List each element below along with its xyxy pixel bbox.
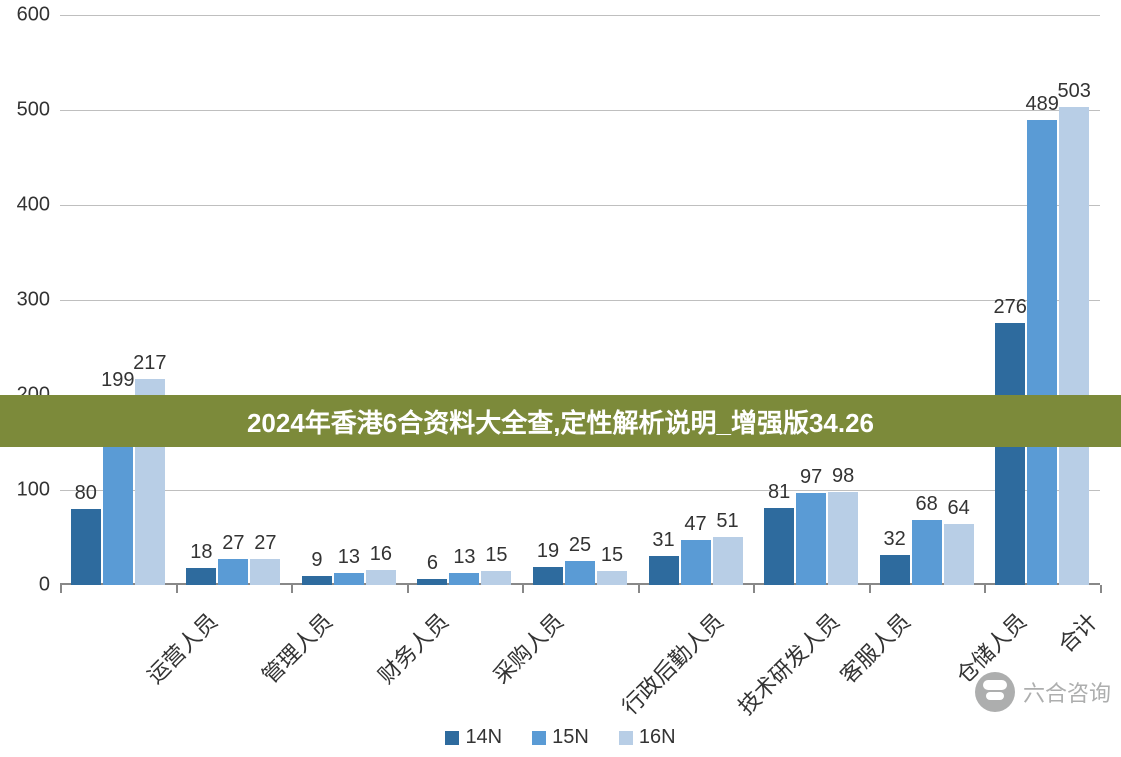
bar-value-label: 32 xyxy=(884,528,906,551)
bar xyxy=(796,493,826,585)
bar-value-label: 97 xyxy=(800,466,822,489)
y-tick-label: 0 xyxy=(39,574,50,597)
bar-value-label: 51 xyxy=(716,510,738,533)
legend-swatch xyxy=(532,731,546,745)
bar-value-label: 68 xyxy=(916,493,938,516)
bar xyxy=(1059,107,1089,585)
bar-value-label: 6 xyxy=(427,552,438,575)
bar-value-label: 47 xyxy=(684,513,706,536)
x-tick-mark xyxy=(984,585,986,593)
x-tick-mark xyxy=(407,585,409,593)
plot-area: 80 199217 18 27 27 9 13 16 6 13 15 19 25 15 31 47 51 81 97… xyxy=(60,15,1100,585)
bar-value-label: 276 xyxy=(994,296,1027,319)
overlay-banner: 2024年香港6合资料大全查,定性解析说明_增强版34.26 xyxy=(0,395,1121,447)
x-tick-mark xyxy=(1100,585,1102,593)
bar-value-label: 19 xyxy=(537,540,559,563)
legend-item: 14N xyxy=(445,726,502,749)
x-tick-mark xyxy=(176,585,178,593)
bar-value-label: 81 xyxy=(768,481,790,504)
x-category-label: 技术研发人员 xyxy=(729,605,845,721)
legend-item: 16N xyxy=(619,726,676,749)
watermark: 六合咨询 xyxy=(975,672,1111,712)
x-category-label: 采购人员 xyxy=(485,605,570,690)
legend-swatch xyxy=(619,731,633,745)
x-tick-mark xyxy=(638,585,640,593)
bar xyxy=(334,573,364,585)
x-tick-mark xyxy=(522,585,524,593)
y-tick-label: 600 xyxy=(17,4,50,27)
bar-value-label: 80 xyxy=(75,482,97,505)
bar-value-label: 31 xyxy=(652,529,674,552)
bar xyxy=(533,567,563,585)
bar xyxy=(597,571,627,585)
bar xyxy=(880,555,910,585)
x-category-label: 运营人员 xyxy=(139,605,224,690)
bar xyxy=(565,561,595,585)
x-category-label: 客服人员 xyxy=(832,605,917,690)
y-tick-label: 100 xyxy=(17,479,50,502)
legend: 14N 15N 16N xyxy=(0,726,1121,749)
x-tick-mark xyxy=(291,585,293,593)
y-tick-label: 500 xyxy=(17,99,50,122)
x-category-label: 管理人员 xyxy=(254,605,339,690)
legend-swatch xyxy=(445,731,459,745)
x-category-label: 行政后勤人员 xyxy=(614,605,730,721)
bar-value-label: 64 xyxy=(948,497,970,520)
y-tick-label: 400 xyxy=(17,194,50,217)
bar xyxy=(681,540,711,585)
bar xyxy=(649,556,679,585)
bar xyxy=(481,571,511,585)
bar-value-label: 25 xyxy=(569,534,591,557)
gridline xyxy=(60,15,1100,16)
legend-item: 15N xyxy=(532,726,589,749)
bar-value-label: 13 xyxy=(338,546,360,569)
bar-value-label: 9 xyxy=(311,549,322,572)
bar xyxy=(1027,120,1057,585)
bar-value-label: 489 xyxy=(1026,93,1059,116)
bar-value-label: 16 xyxy=(370,543,392,566)
bar-value-label: 27 xyxy=(254,532,276,555)
y-tick-label: 300 xyxy=(17,289,50,312)
x-category-label: 财务人员 xyxy=(370,605,455,690)
x-tick-mark xyxy=(60,585,62,593)
bar-value-label: 13 xyxy=(453,546,475,569)
bar xyxy=(302,576,332,585)
bar-value-label: 98 xyxy=(832,465,854,488)
bar-value-label: 217 xyxy=(133,352,166,375)
bar xyxy=(912,520,942,585)
bar xyxy=(417,579,447,585)
bar-value-label: 15 xyxy=(485,544,507,567)
bar xyxy=(828,492,858,585)
bar xyxy=(366,570,396,585)
bar-value-label: 15 xyxy=(601,544,623,567)
bar xyxy=(186,568,216,585)
gridline xyxy=(60,110,1100,111)
x-category-label: 合计 xyxy=(1050,605,1104,659)
bar xyxy=(71,509,101,585)
legend-label: 16N xyxy=(639,726,676,749)
legend-label: 15N xyxy=(552,726,589,749)
chart-container: 0100200300400500600 80199217182727913166… xyxy=(0,0,1121,757)
gridline xyxy=(60,300,1100,301)
watermark-text: 六合咨询 xyxy=(1023,676,1111,708)
bar xyxy=(764,508,794,585)
bar xyxy=(995,323,1025,585)
bar xyxy=(218,559,248,585)
overlay-text: 2024年香港6合资料大全查,定性解析说明_增强版34.26 xyxy=(247,403,874,440)
bar xyxy=(250,559,280,585)
legend-label: 14N xyxy=(465,726,502,749)
gridline xyxy=(60,490,1100,491)
gridline xyxy=(60,205,1100,206)
bar-value-label: 27 xyxy=(222,532,244,555)
bar xyxy=(944,524,974,585)
bar xyxy=(449,573,479,585)
y-axis: 0100200300400500600 xyxy=(0,0,60,585)
x-tick-mark xyxy=(753,585,755,593)
bar-value-label: 199 xyxy=(101,369,134,392)
bar-value-label: 503 xyxy=(1058,80,1091,103)
bar-value-label: 18 xyxy=(190,541,212,564)
x-tick-mark xyxy=(869,585,871,593)
bar xyxy=(713,537,743,585)
